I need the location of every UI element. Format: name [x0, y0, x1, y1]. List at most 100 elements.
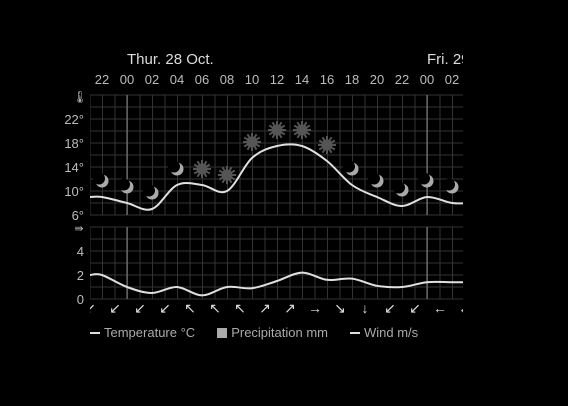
sun-ray [303, 121, 308, 127]
sun-core [246, 136, 258, 148]
sun-ray [205, 163, 211, 168]
sun-ray [193, 170, 199, 175]
hour-tick-label: 02 [145, 72, 159, 87]
sun-ray [218, 176, 224, 181]
sun-ray [296, 133, 301, 139]
moon-icon [143, 184, 159, 200]
hour-tick-label: 02 [445, 72, 459, 87]
sun-ray [271, 121, 276, 127]
wind-direction-arrow: ↙ [159, 300, 171, 316]
wind-tick-label: 0 [77, 292, 84, 307]
moon-shadow [118, 178, 130, 191]
sun-ray [271, 133, 276, 139]
sun-ray [330, 139, 336, 144]
sun-ray [243, 136, 249, 141]
moon-icon [368, 172, 384, 188]
moon-shadow [168, 160, 180, 173]
temp-tick-label: 10° [64, 184, 84, 199]
wind-direction-arrow: ↗ [284, 300, 296, 316]
sun-icon [318, 136, 336, 154]
wind-tick-label: 2 [77, 268, 84, 283]
sun-ray [228, 166, 233, 172]
wind-direction-arrow: ↙ [109, 300, 121, 316]
legend-swatch-temperature [90, 331, 100, 334]
legend-item-temperature[interactable]: Temperature °C [90, 325, 195, 340]
wind-direction-arrow: ↘ [334, 300, 346, 316]
sun-ray [246, 133, 251, 139]
legend-label-wind: Wind m/s [364, 325, 419, 340]
hour-tick-label: 12 [270, 72, 284, 87]
weather-symbols [93, 121, 459, 200]
sun-icon [243, 133, 261, 151]
wind-arrows: ↙ ↙ ↙ ↙ ↖ ↖ ↖ ↗ ↗ → ↘ ↓ ↙ ↙ ← ← [84, 300, 472, 316]
day-label: Fri. 29 [427, 51, 470, 68]
sun-ray [318, 139, 324, 144]
thermometer-icon: 🌡 [72, 90, 87, 104]
wind-direction-arrow: ↓ [362, 300, 369, 316]
hour-tick-label: 14 [295, 72, 309, 87]
hour-tick-label: 08 [220, 72, 234, 87]
grid [90, 94, 463, 300]
temp-tick-label: 6° [72, 208, 84, 223]
sun-ray [321, 148, 326, 154]
sun-ray [255, 143, 261, 148]
sun-ray [203, 172, 208, 178]
sun-ray [230, 176, 236, 181]
sun-ray [293, 131, 299, 136]
moon-shadow [393, 181, 405, 194]
legend-item-wind[interactable]: Wind m/s [350, 325, 418, 340]
sun-ray [280, 131, 286, 136]
sun-ray [293, 124, 299, 129]
hour-tick-label: 22 [95, 72, 109, 87]
hour-tick-label: 20 [370, 72, 384, 87]
sun-ray [218, 169, 224, 174]
sun-ray [221, 178, 226, 184]
series-lines [90, 143, 463, 297]
moon-icon [93, 172, 109, 188]
sun-icon [218, 166, 236, 184]
wind-direction-arrow: ↖ [184, 300, 196, 316]
sun-ray [328, 148, 333, 154]
moon-shadow [418, 172, 430, 185]
sun-ray [268, 124, 274, 129]
wind-direction-arrow: ↙ [409, 300, 421, 316]
wind-tick-label: 4 [77, 244, 84, 259]
wind-icon: ⇛ [74, 223, 83, 235]
sun-icon [268, 121, 286, 139]
legend-item-precipitation[interactable]: Precipitation mm [217, 325, 328, 340]
sun-ray [193, 163, 199, 168]
moon-icon [118, 178, 134, 194]
sun-ray [305, 131, 311, 136]
sun-ray [196, 160, 201, 166]
hour-tick-label: 00 [120, 72, 134, 87]
sun-icon [293, 121, 311, 139]
moon-shadow [93, 172, 105, 185]
moon-shadow [443, 178, 455, 191]
sun-core [296, 124, 308, 136]
wind-direction-arrow: ↖ [234, 300, 246, 316]
hour-tick-label: 10 [245, 72, 259, 87]
moon-icon [168, 160, 184, 176]
sun-ray [278, 133, 283, 139]
sun-ray [328, 136, 333, 142]
sun-ray [228, 178, 233, 184]
hour-tick-label: 00 [420, 72, 434, 87]
wind-direction-arrow: ← [458, 300, 472, 316]
sun-ray [255, 136, 261, 141]
sun-ray [296, 121, 301, 127]
legend-swatch-precipitation [217, 327, 228, 338]
wind-direction-arrow: ↙ [84, 300, 96, 316]
temp-tick-label: 18° [64, 136, 84, 151]
sun-ray [280, 124, 286, 129]
wind-direction-arrow: ← [433, 300, 447, 316]
sun-core [221, 169, 233, 181]
sun-ray [196, 172, 201, 178]
sun-core [271, 124, 283, 136]
sun-core [196, 163, 208, 175]
hour-tick-label: 04 [170, 72, 184, 87]
temp-tick-label: 22° [64, 112, 84, 127]
wind-line [90, 271, 463, 297]
sun-ray [203, 160, 208, 166]
